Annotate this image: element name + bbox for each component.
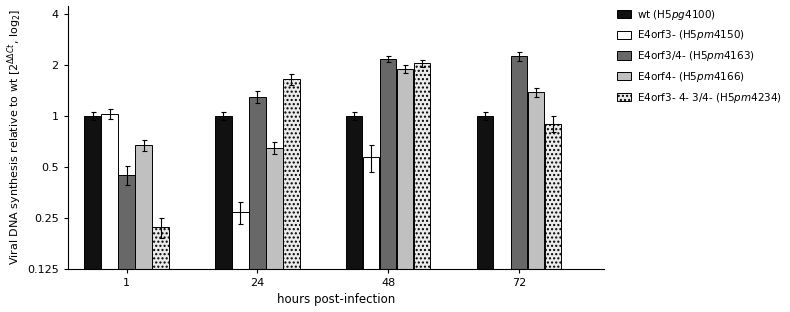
Bar [528, 92, 544, 312]
Bar [215, 116, 231, 312]
Bar [511, 56, 527, 312]
Y-axis label: Viral DNA synthesis relative to wt [$2^{\Delta\Delta Ct}$, log$_2$]: Viral DNA synthesis relative to wt [$2^{… [6, 9, 24, 265]
Bar [414, 63, 431, 312]
Legend: wt (H5$\it{pg}$4100), E4orf3- (H5$\it{pm}$4150), E4orf3/4- (H5$\it{pm}$4163), E4: wt (H5$\it{pg}$4100), E4orf3- (H5$\it{pm… [615, 6, 784, 107]
Bar [152, 227, 169, 312]
Bar [101, 114, 118, 312]
X-axis label: hours post-infection: hours post-infection [276, 294, 395, 306]
Bar [232, 212, 249, 312]
Bar [346, 116, 363, 312]
Bar [249, 97, 265, 312]
Bar [545, 124, 561, 312]
Bar [397, 69, 413, 312]
Bar [476, 116, 493, 312]
Bar [283, 79, 299, 312]
Bar [135, 145, 152, 312]
Bar [118, 175, 135, 312]
Bar [380, 59, 397, 312]
Bar [85, 116, 101, 312]
Bar [363, 157, 379, 312]
Bar [266, 148, 283, 312]
